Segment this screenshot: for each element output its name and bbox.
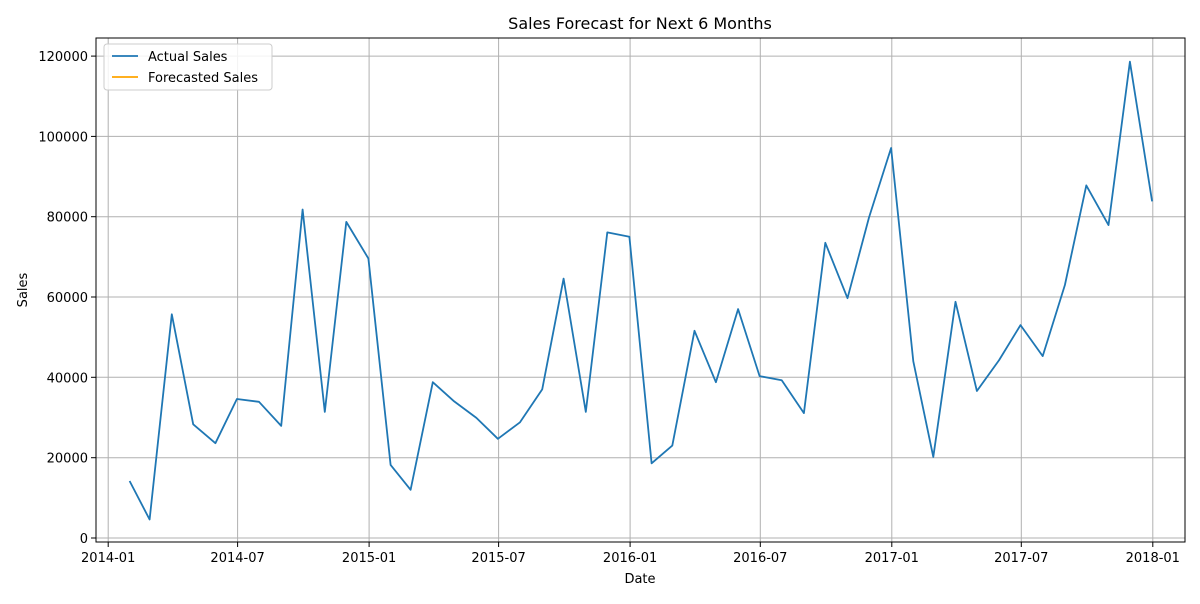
legend-label-actual: Actual Sales <box>148 50 228 65</box>
legend: Actual Sales Forecasted Sales <box>103 43 273 91</box>
x-tick-label: 2017-07 <box>994 551 1048 566</box>
x-tick-label: 2018-01 <box>1126 551 1180 566</box>
x-tick-label: 2016-01 <box>603 551 657 566</box>
legend-label-forecast: Forecasted Sales <box>148 71 258 86</box>
x-tick-label: 2014-01 <box>81 551 135 566</box>
x-tick-label: 2015-07 <box>471 551 525 566</box>
y-tick-label: 100000 <box>38 130 88 145</box>
x-tick-label: 2014-07 <box>210 551 264 566</box>
x-tick-label: 2016-07 <box>733 551 787 566</box>
y-tick-label: 20000 <box>47 452 88 467</box>
series-layer <box>128 60 1153 521</box>
plot-frame <box>95 37 1186 543</box>
series-line-actual-sales <box>128 60 1153 521</box>
y-tick-label: 0 <box>80 532 88 547</box>
y-tick-label: 120000 <box>38 50 88 65</box>
grid <box>96 38 1185 542</box>
y-tick-label: 60000 <box>47 291 88 306</box>
axis-ticks: 2014-01 2014-07 2015-01 2015-07 2016-01 2016-… <box>38 50 1180 566</box>
x-tick-label: 2015-01 <box>342 551 396 566</box>
y-tick-label: 80000 <box>47 211 88 226</box>
y-tick-label: 40000 <box>47 371 88 386</box>
chart-title: Sales Forecast for Next 6 Months <box>508 14 772 33</box>
x-tick-label: 2017-01 <box>865 551 919 566</box>
legend-box <box>103 43 273 91</box>
y-axis-label: Sales <box>16 272 31 307</box>
x-axis-label: Date <box>624 572 655 587</box>
